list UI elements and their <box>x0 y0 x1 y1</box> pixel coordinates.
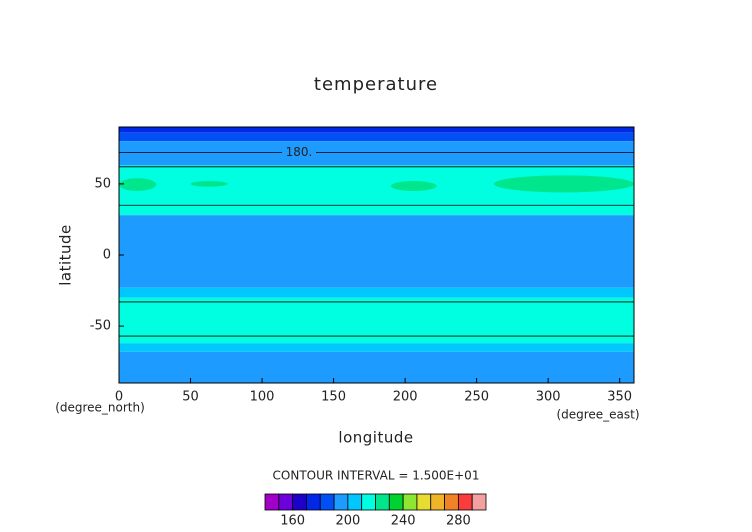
x-tick-label: 150 <box>321 390 346 405</box>
colorbar-box <box>292 493 307 511</box>
y-axis-label: latitude <box>57 224 75 286</box>
colorbar-box <box>430 493 445 511</box>
colorbar-label: 280 <box>446 514 471 529</box>
x-tick-label: 50 <box>182 390 199 405</box>
contour-band <box>119 343 634 352</box>
colorbar-box <box>278 493 294 511</box>
y-tick-label: 50 <box>94 176 111 191</box>
colorbar-label: 200 <box>335 514 360 529</box>
contour-band <box>119 287 634 298</box>
chart-title: temperature <box>314 74 438 95</box>
x-tick-label: 100 <box>250 390 275 405</box>
contour-patch <box>119 178 157 192</box>
contour-band <box>119 132 634 142</box>
y-unit: (degree_north) <box>55 401 145 415</box>
contour-band <box>119 297 634 344</box>
x-tick-label: 0 <box>115 390 123 405</box>
x-tick-label: 300 <box>536 390 561 405</box>
colorbar-box <box>402 493 418 511</box>
plot-area: 180. <box>119 127 634 383</box>
contour-patch <box>190 181 228 187</box>
y-tick-label: 0 <box>103 248 111 263</box>
contour-label-bg <box>282 145 316 160</box>
colorbar-box <box>347 493 363 511</box>
colorbar-box <box>416 493 432 511</box>
colorbar-box <box>361 493 376 511</box>
contour-interval: CONTOUR INTERVAL = 1.500E+01 <box>273 469 480 483</box>
colorbar-label: 240 <box>391 514 416 529</box>
colorbar-box <box>333 493 349 511</box>
colorbar-box <box>444 493 459 511</box>
colorbar-box <box>264 493 280 511</box>
x-tick-label: 200 <box>393 390 418 405</box>
contour-patch <box>493 175 634 193</box>
contour-band <box>119 127 634 133</box>
contour-patch <box>390 181 437 191</box>
colorbar-box <box>388 493 404 511</box>
contour-band <box>119 141 634 166</box>
colorbar-box <box>306 493 321 511</box>
contour-band <box>119 351 634 383</box>
colorbar-label: 160 <box>280 514 305 529</box>
colorbar-box <box>471 493 487 511</box>
x-axis-label: longitude <box>338 429 413 447</box>
colorbar-box <box>457 493 473 511</box>
x-tick-label: 350 <box>607 390 632 405</box>
x-tick-label: 250 <box>464 390 489 405</box>
y-tick-label: -50 <box>90 319 111 334</box>
contour-label: 180. <box>286 145 313 159</box>
colorbar-box <box>319 493 335 511</box>
x-unit: (degree_east) <box>556 408 639 422</box>
colorbar-box <box>375 493 390 511</box>
contour-band <box>119 215 634 288</box>
